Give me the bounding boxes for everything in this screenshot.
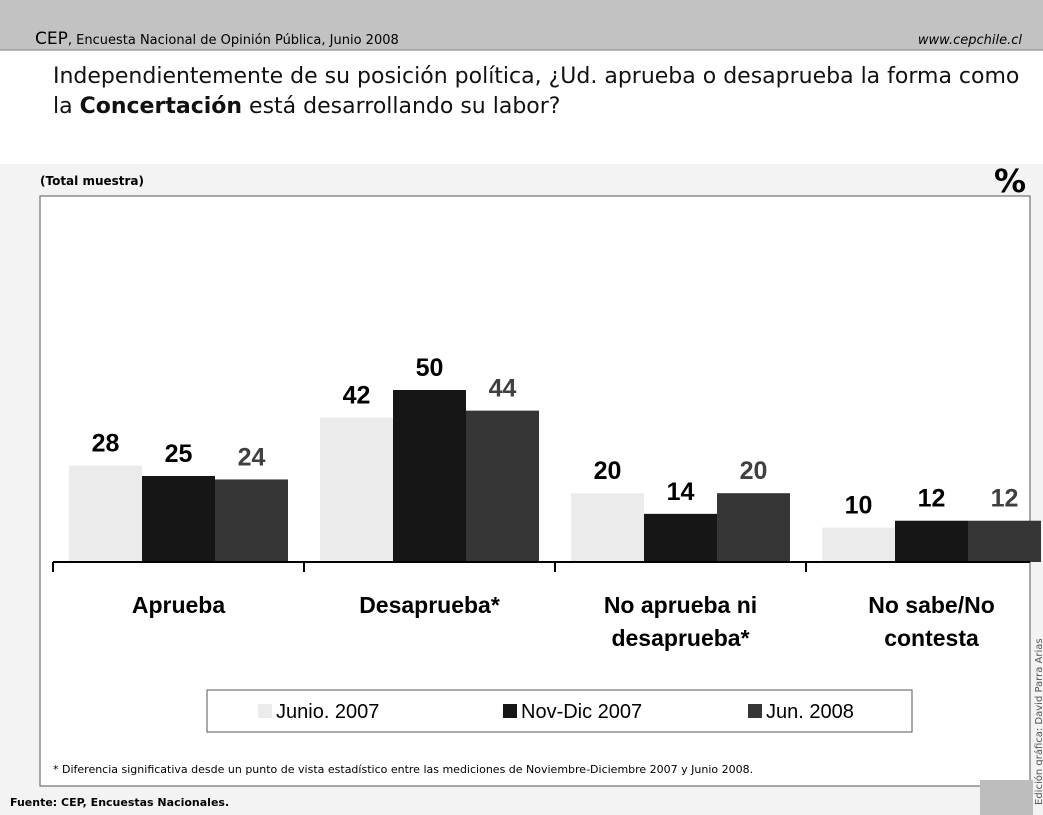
bar <box>466 410 539 562</box>
value-label: 24 <box>238 443 266 471</box>
value-label: 20 <box>740 457 768 485</box>
category-label: No aprueba ni desaprueba* <box>603 592 758 651</box>
bar <box>717 493 790 562</box>
bar <box>69 465 142 562</box>
category-label: No sabe/No contesta <box>868 592 995 651</box>
footnote: * Diferencia significativa desde un punt… <box>53 763 753 776</box>
legend-label: Junio. 2007 <box>276 701 379 723</box>
bar <box>393 390 466 562</box>
unit: % <box>994 162 1026 200</box>
question-emphasis: Concertación <box>79 94 243 119</box>
value-label: 44 <box>489 375 517 403</box>
question-text: está desarrollando su labor? <box>242 94 561 119</box>
header: CEP, Encuesta Nacional de Opinión Públic… <box>35 29 399 49</box>
value-label: 14 <box>667 478 695 506</box>
bar <box>142 476 215 562</box>
value-label: 20 <box>594 457 622 485</box>
bar <box>320 417 393 562</box>
value-label: 25 <box>165 440 193 468</box>
category-label: Aprueba <box>131 592 226 618</box>
bar <box>968 520 1041 562</box>
value-label: 42 <box>343 382 371 410</box>
bar <box>571 493 644 562</box>
legend-label: Jun. 2008 <box>766 701 854 723</box>
bar <box>822 527 895 562</box>
value-label: 50 <box>416 354 444 382</box>
question-band <box>0 51 1043 164</box>
header-bar <box>0 0 1043 50</box>
bar <box>215 479 288 562</box>
legend-label: Nov-Dic 2007 <box>521 701 642 723</box>
bar <box>644 513 717 562</box>
header-url: www.cepchile.cl <box>918 33 1022 48</box>
legend-swatch <box>748 704 762 718</box>
chart-subtitle: (Total muestra) <box>40 174 144 188</box>
header-subtitle: , Encuesta Nacional de Opinión Pública, … <box>68 33 399 48</box>
legend-swatch <box>503 704 517 718</box>
legend-swatch <box>258 704 272 718</box>
value-label: 12 <box>991 485 1019 513</box>
category-label: Desaprueba* <box>359 592 500 618</box>
question: Independientemente de su posición políti… <box>53 62 1028 122</box>
value-label: 10 <box>845 492 873 520</box>
corner-block <box>980 780 1033 815</box>
bar <box>895 520 968 562</box>
question-text: Independientemente de su posición políti… <box>53 64 1020 119</box>
value-label: 12 <box>918 485 946 513</box>
header-brand: CEP <box>35 29 68 49</box>
legend-box <box>206 689 913 733</box>
source: Fuente: CEP, Encuestas Nacionales. <box>10 796 229 809</box>
value-label: 28 <box>92 430 120 458</box>
credit: Edición gráfica: David Parra Arias <box>1033 638 1043 805</box>
